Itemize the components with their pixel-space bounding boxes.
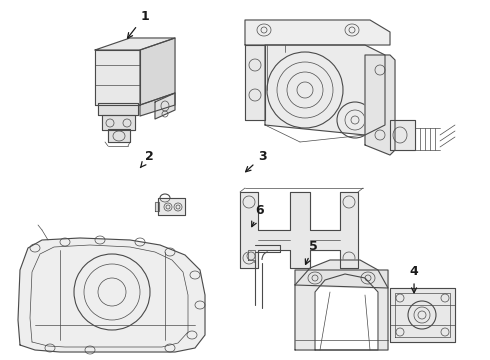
Polygon shape bbox=[102, 115, 135, 130]
Text: 5: 5 bbox=[305, 240, 318, 264]
Polygon shape bbox=[365, 55, 395, 155]
Polygon shape bbox=[390, 120, 415, 150]
Polygon shape bbox=[95, 50, 140, 105]
Polygon shape bbox=[108, 129, 130, 142]
Polygon shape bbox=[240, 192, 358, 268]
Text: 4: 4 bbox=[410, 265, 418, 293]
Polygon shape bbox=[140, 38, 175, 105]
Polygon shape bbox=[295, 260, 388, 350]
Text: 1: 1 bbox=[127, 10, 149, 38]
Polygon shape bbox=[245, 20, 390, 45]
Text: 2: 2 bbox=[141, 150, 154, 167]
Polygon shape bbox=[265, 45, 385, 135]
Polygon shape bbox=[295, 270, 388, 288]
Polygon shape bbox=[315, 274, 378, 350]
Polygon shape bbox=[95, 38, 175, 50]
Polygon shape bbox=[248, 250, 255, 260]
Polygon shape bbox=[140, 93, 175, 116]
Polygon shape bbox=[158, 198, 185, 215]
Polygon shape bbox=[390, 288, 455, 342]
Polygon shape bbox=[98, 103, 138, 115]
Polygon shape bbox=[155, 202, 159, 211]
Polygon shape bbox=[18, 238, 205, 352]
Text: 6: 6 bbox=[252, 204, 264, 227]
Polygon shape bbox=[245, 45, 265, 120]
Polygon shape bbox=[155, 93, 175, 119]
Text: 3: 3 bbox=[245, 150, 267, 172]
